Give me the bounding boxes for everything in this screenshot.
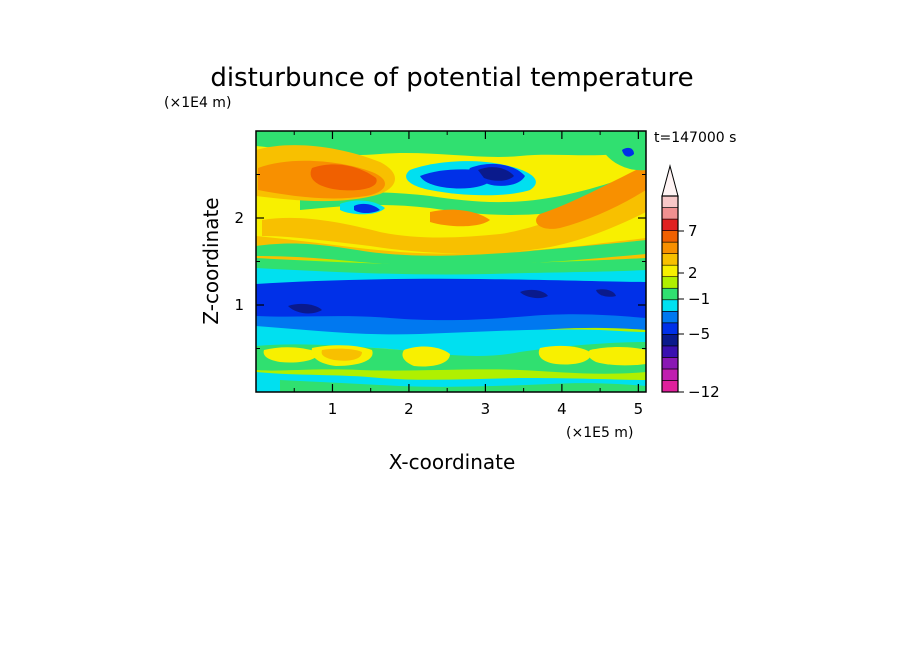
green-transition — [256, 258, 646, 276]
colorbar-swatch — [661, 207, 679, 220]
upper-green-ribbon-2 — [256, 240, 646, 266]
yellow-cell-3 — [321, 348, 362, 361]
colorbar-swatch — [661, 276, 679, 289]
y-tick-label: 2 — [234, 209, 244, 227]
yellow-cell-1 — [263, 347, 319, 363]
colorbar-swatch — [661, 322, 679, 335]
upper-layer — [256, 131, 646, 266]
x-tick-label: 1 — [328, 400, 338, 418]
colorbar: −12−5−127 — [661, 164, 720, 401]
chart-title: disturbunce of potential temperature — [210, 63, 693, 93]
x-unit-label: (×1E5 m) — [566, 425, 633, 441]
colorbar-swatch — [661, 230, 679, 243]
y-axis: 12 — [234, 174, 646, 349]
colorbar-swatch — [661, 299, 679, 312]
colorbar-tick-label: 7 — [688, 222, 698, 240]
colorbar-swatch — [661, 264, 679, 278]
x-axis: 1 2 3 4 5 — [293, 131, 644, 418]
yellow-cell-5 — [538, 345, 591, 365]
blue-band-dark-1 — [288, 303, 322, 314]
x-axis-label: X-coordinate — [389, 450, 516, 474]
blue-band-dark-2 — [520, 289, 548, 299]
upper-orange-4 — [262, 176, 646, 254]
colorbar-swatch — [661, 287, 679, 301]
colorbar-swatch — [661, 241, 679, 254]
upper-blue-3 — [478, 167, 514, 181]
upper-green-band — [256, 131, 646, 157]
y-tick-label: 1 — [234, 296, 244, 314]
blue-band-dark-3 — [596, 289, 616, 297]
colorbar-swatch — [661, 380, 679, 393]
x-tick-label: 5 — [634, 400, 644, 418]
upper-orange-6 — [430, 209, 490, 227]
y-axis-label: Z-coordinate — [199, 197, 223, 324]
time-label: t=147000 s — [654, 130, 736, 146]
upper-orange-5 — [536, 166, 646, 229]
colorbar-swatch — [661, 253, 679, 266]
colorbar-tick-label: 2 — [688, 264, 698, 282]
upper-blue-corner — [622, 147, 634, 157]
colorbar-tick-label: −5 — [688, 325, 710, 343]
colorbar-swatch — [661, 334, 679, 347]
colorbar-swatch — [661, 368, 679, 381]
upper-orange-3 — [310, 164, 377, 191]
yellow-cell-4 — [402, 346, 450, 367]
x-tick-label: 2 — [404, 400, 414, 418]
y-unit-label: (×1E4 m) — [164, 95, 231, 111]
colorbar-swatch — [661, 345, 679, 358]
x-tick-label: 3 — [481, 400, 491, 418]
yellow-cell-6 — [588, 347, 646, 366]
lower-layers — [256, 258, 646, 392]
colorbar-tick-label: −12 — [688, 383, 720, 401]
colorbar-frame — [661, 195, 679, 393]
colorbar-swatch — [661, 310, 679, 324]
blue-band-light — [256, 314, 646, 336]
colorbar-swatch — [661, 357, 679, 370]
colorbar-tick-label: −1 — [688, 290, 710, 308]
colorbar-extend-arrow — [661, 164, 679, 197]
colorbar-swatch — [661, 195, 679, 208]
surface-green — [280, 380, 646, 392]
contour-field — [256, 131, 646, 392]
colorbar-swatch — [661, 218, 679, 231]
upper-blue-4 — [354, 203, 380, 213]
x-tick-label: 4 — [557, 400, 567, 418]
upper-green-ribbon — [300, 170, 646, 215]
